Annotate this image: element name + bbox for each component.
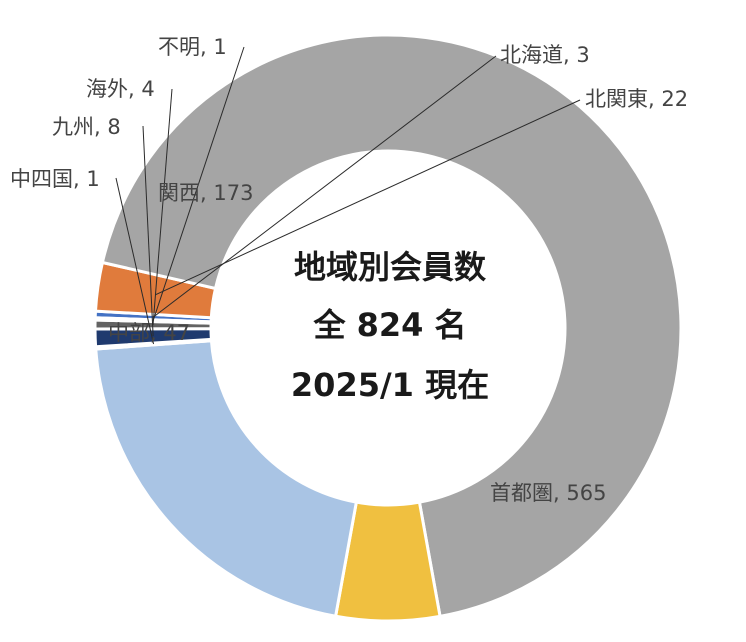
leader-line	[115, 177, 155, 345]
slice-data-label: 海外, 4	[86, 77, 155, 101]
slice-data-label: 中四国, 1	[10, 167, 100, 191]
leader-line	[152, 46, 245, 321]
slice-data-label: 不明, 1	[158, 35, 227, 59]
leader-line	[152, 88, 173, 326]
slices-layer	[93, 33, 683, 623]
center-title-line-3: 2025/1 現在	[291, 366, 489, 404]
slice-data-label: 関西, 173	[158, 181, 253, 205]
slice-data-label: 首都圏, 565	[490, 481, 606, 505]
leader-lines-layer	[115, 46, 581, 345]
leader-line	[155, 99, 581, 296]
leader-line	[152, 55, 497, 318]
center-title: 地域別会員数 全 824 名 2025/1 現在	[291, 248, 489, 404]
slice-data-label: 中部, 47	[108, 321, 190, 345]
donut-slice	[100, 33, 683, 619]
slice-data-label: 北海道, 3	[500, 43, 590, 67]
center-title-line-1: 地域別会員数	[294, 248, 487, 286]
labels-layer: 北海道, 3 北関東, 22 首都圏, 565 中部, 47 関西, 173 中四国, 1…	[10, 35, 688, 505]
donut-slice	[94, 339, 359, 619]
center-title-line-2: 全 824 名	[312, 306, 466, 344]
slice-data-label: 九州, 8	[52, 115, 121, 139]
slice-data-label: 北関東, 22	[585, 87, 688, 111]
leader-line	[142, 125, 154, 336]
